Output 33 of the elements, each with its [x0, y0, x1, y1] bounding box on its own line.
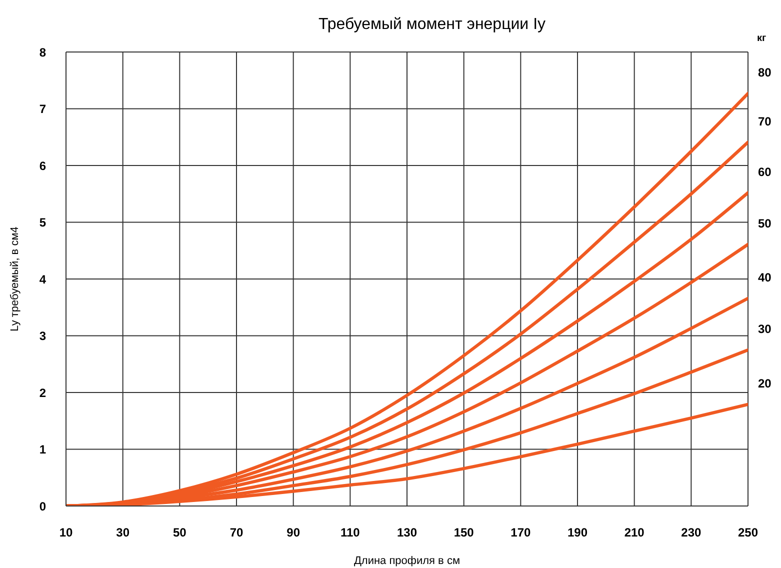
y-tick-label: 7: [39, 102, 46, 116]
x-tick-label: 70: [230, 526, 244, 540]
x-tick-label: 190: [567, 526, 588, 540]
y-axis-title: Ly требуемый, в см4: [8, 226, 21, 332]
series-label: 20: [758, 376, 772, 391]
x-tick-label: 170: [510, 526, 531, 540]
x-tick-label: 90: [286, 526, 300, 540]
y-tick-label: 2: [39, 386, 46, 400]
legend-title: кг: [757, 33, 766, 44]
x-tick-label: 250: [738, 526, 758, 540]
y-tick-label: 5: [39, 216, 46, 230]
y-tick-label: 6: [39, 158, 46, 173]
x-tick-label: 50: [172, 526, 187, 540]
x-tick-label: 130: [396, 526, 418, 540]
series-label: 40: [758, 270, 772, 284]
x-tick-label: 110: [340, 526, 360, 540]
series-label: 70: [758, 114, 772, 128]
y-tick-label: 1: [39, 442, 46, 457]
series-label: 50: [758, 216, 772, 231]
y-tick-label: 8: [39, 45, 46, 60]
x-axis-title: Длина профиля в см: [354, 555, 460, 567]
x-tick-label: 150: [454, 526, 474, 540]
y-tick-label: 4: [39, 272, 46, 286]
chart-title: Требуемый момент энерции Iy: [317, 16, 547, 34]
x-tick-label: 30: [116, 526, 130, 540]
x-tick-label: 210: [624, 526, 645, 540]
x-tick-label: 230: [681, 526, 702, 540]
y-tick-label: 0: [39, 499, 46, 514]
series-label: 60: [758, 164, 772, 179]
x-tick-label: 10: [59, 526, 73, 540]
series-label: 30: [758, 322, 772, 336]
series-label: 80: [758, 66, 772, 80]
y-tick-label: 3: [39, 329, 46, 344]
